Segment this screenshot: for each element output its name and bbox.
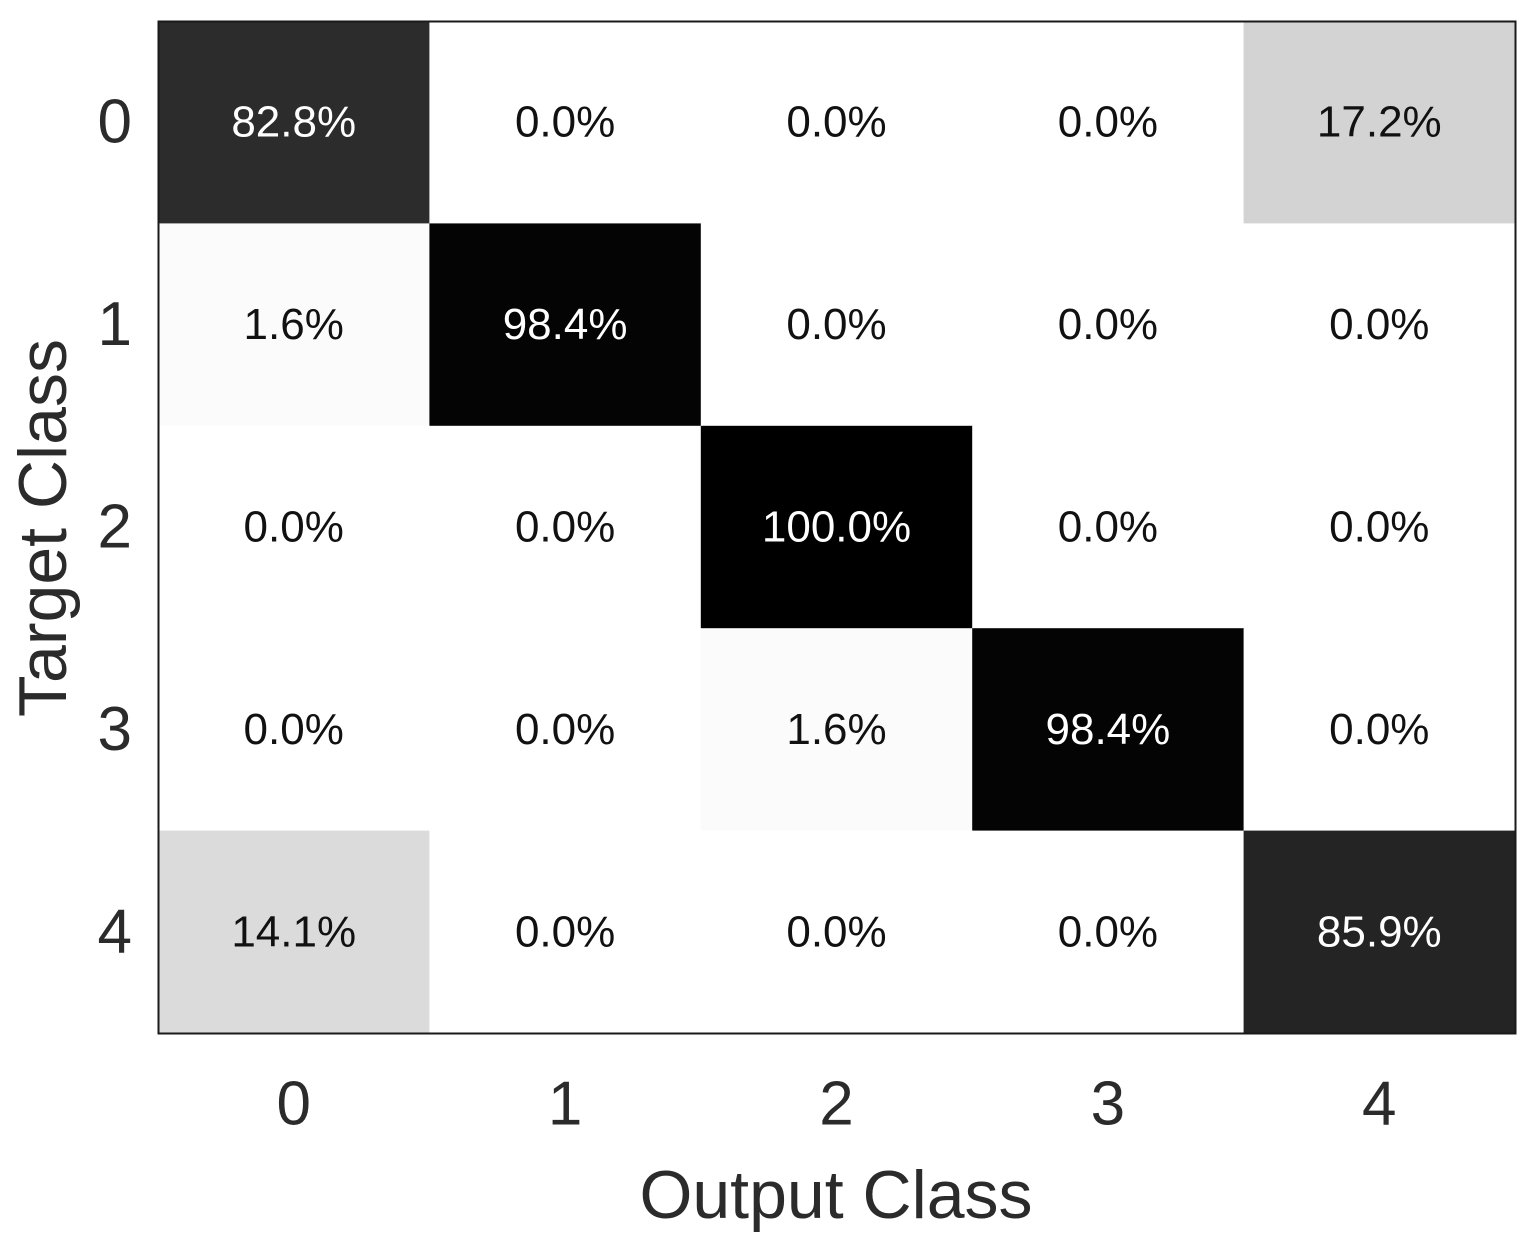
- heatmap-cell: [429, 830, 702, 1034]
- heatmap-cell: [429, 628, 702, 832]
- heatmap-cell: [1243, 223, 1516, 427]
- heatmap-cell: [700, 830, 973, 1034]
- heatmap-cell: [429, 425, 702, 629]
- heatmap-cell: [1243, 21, 1516, 224]
- cell-value-label: 85.9%: [1317, 907, 1442, 956]
- cell-value-label: 0.0%: [786, 98, 886, 147]
- y-axis-ticks: 0 1 2 3 4: [98, 88, 132, 967]
- cell-value-label: 0.0%: [1058, 503, 1158, 552]
- cell-value-label: 0.0%: [786, 907, 886, 956]
- y-tick-label: 3: [98, 695, 132, 764]
- cell-value-label: 0.0%: [244, 503, 344, 552]
- heatmap-cell: [429, 223, 702, 427]
- heatmap-cell: [1243, 425, 1516, 629]
- cell-value-label: 0.0%: [1058, 98, 1158, 147]
- cell-value-label: 1.6%: [244, 300, 344, 349]
- heatmap-cell: [700, 223, 973, 427]
- heatmap-cell: [972, 628, 1245, 832]
- cell-value-label: 17.2%: [1317, 98, 1442, 147]
- cell-value-label: 14.1%: [231, 907, 356, 956]
- cell-value-label: 0.0%: [1329, 705, 1429, 754]
- heatmap-cell: [972, 830, 1245, 1034]
- cell-value-label: 98.4%: [1046, 705, 1171, 754]
- cell-value-label: 0.0%: [1058, 907, 1158, 956]
- heatmap-cell: [429, 21, 702, 224]
- cell-value-label: 0.0%: [515, 98, 615, 147]
- heatmap-cell: [158, 830, 430, 1034]
- cell-value-label: 98.4%: [503, 300, 628, 349]
- heatmap-cell: [158, 628, 430, 832]
- heatmap-cell: [700, 21, 973, 224]
- x-tick-label: 4: [1362, 1070, 1396, 1139]
- cell-value-label: 0.0%: [786, 300, 886, 349]
- x-tick-label: 3: [1091, 1070, 1125, 1139]
- x-tick-label: 0: [276, 1070, 310, 1139]
- heatmap-cell: [158, 21, 430, 224]
- heatmap-cell: [972, 223, 1245, 427]
- x-tick-label: 2: [819, 1070, 853, 1139]
- heatmap-cell: [158, 425, 430, 629]
- cell-value-label: 0.0%: [1058, 300, 1158, 349]
- x-axis-ticks: 0 1 2 3 4: [276, 1070, 1396, 1139]
- y-tick-label: 1: [98, 290, 132, 359]
- cell-value-label: 100.0%: [762, 503, 911, 552]
- cell-value-label: 1.6%: [786, 705, 886, 754]
- x-tick-label: 1: [548, 1070, 582, 1139]
- y-tick-label: 0: [98, 88, 132, 157]
- cell-value-label: 0.0%: [515, 503, 615, 552]
- heatmap-cell: [972, 21, 1245, 224]
- heatmap-cell: [700, 425, 973, 629]
- y-tick-label: 2: [98, 493, 132, 562]
- cell-value-label: 82.8%: [231, 98, 356, 147]
- heatmap-cell: [1243, 628, 1516, 832]
- heatmap-cell: [972, 425, 1245, 629]
- x-axis-title: Output Class: [639, 1157, 1032, 1233]
- y-axis-title: Target Class: [5, 339, 81, 717]
- cell-value-label: 0.0%: [244, 705, 344, 754]
- cell-value-label: 0.0%: [515, 705, 615, 754]
- cell-value-label: 0.0%: [1329, 503, 1429, 552]
- heatmap-cell: [158, 223, 430, 427]
- heatmap-cell: [700, 628, 973, 832]
- y-tick-label: 4: [98, 897, 132, 966]
- cell-value-label: 0.0%: [515, 907, 615, 956]
- cell-value-label: 0.0%: [1329, 300, 1429, 349]
- heatmap-cell: [1243, 830, 1516, 1034]
- heatmap-cells: [158, 21, 1516, 1034]
- plot-frame: [157, 20, 1517, 1035]
- cell-value-labels: 82.8% 0.0% 0.0% 0.0% 17.2% 1.6% 98.4% 0.0% 0.0% 0…: [231, 98, 1441, 957]
